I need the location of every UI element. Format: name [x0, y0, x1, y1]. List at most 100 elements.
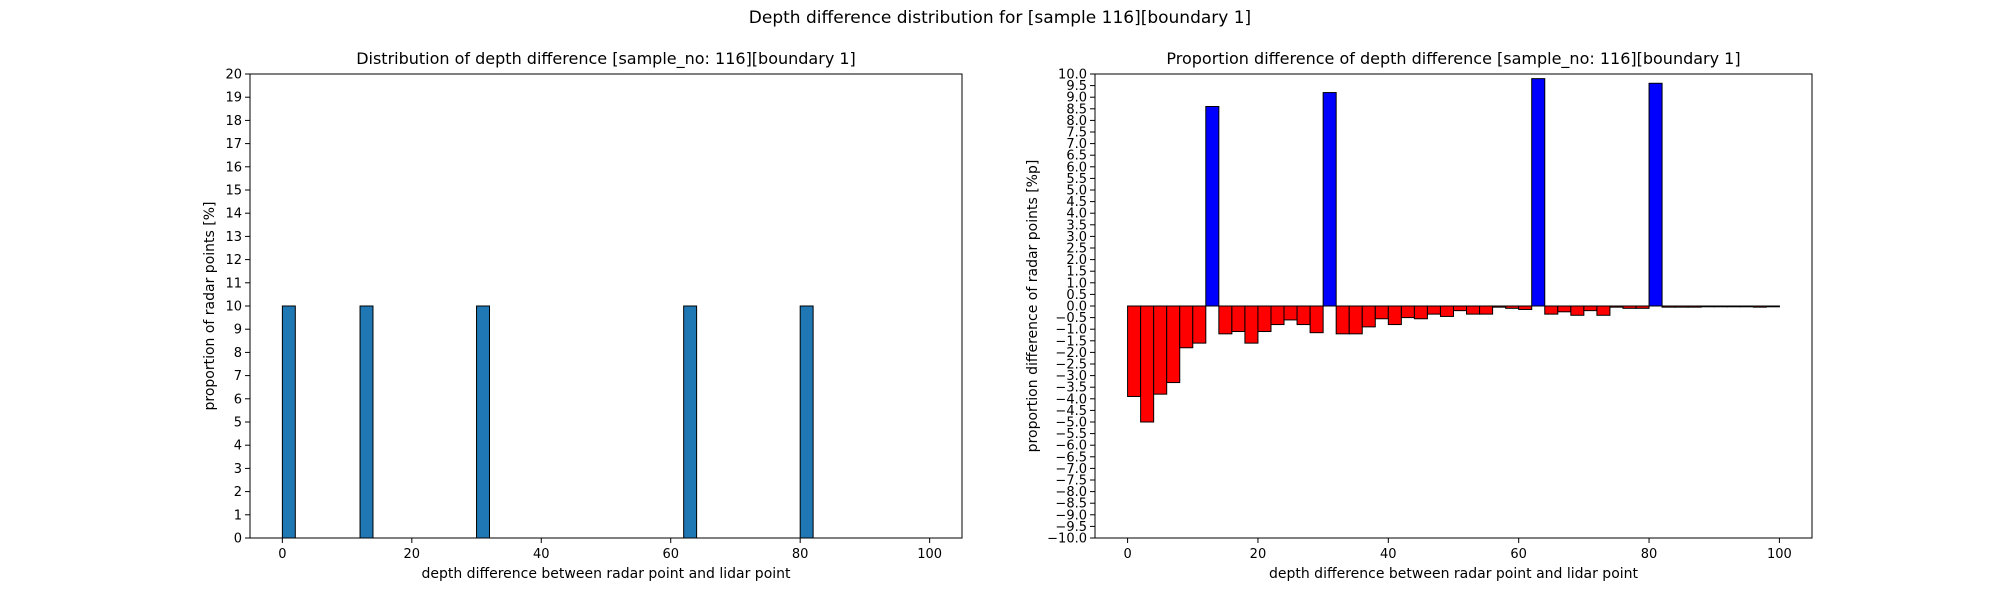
- chart-1: Distribution of depth difference [sample…: [202, 49, 963, 582]
- bar: [1153, 305, 1168, 395]
- bar: [1583, 305, 1598, 312]
- y-tick-label: −2.0: [1055, 346, 1087, 361]
- bar: [1531, 78, 1546, 307]
- y-tick-label: 11: [225, 276, 242, 291]
- y-tick-label: 0: [234, 532, 242, 547]
- bar: [1492, 305, 1507, 308]
- bar: [1661, 305, 1676, 308]
- bar: [1609, 305, 1624, 308]
- bar: [1570, 305, 1585, 316]
- x-tick-label: 60: [662, 547, 679, 562]
- bar: [281, 305, 296, 539]
- y-tick-label: 14: [225, 207, 242, 222]
- y-tick-label: −6.0: [1055, 439, 1087, 454]
- bar: [683, 305, 698, 539]
- bar: [1739, 305, 1754, 308]
- y-tick-label: −0.5: [1055, 311, 1087, 326]
- y-tick-label: 18: [225, 114, 242, 129]
- y-tick-label: 9: [234, 323, 242, 338]
- x-tick-label: 20: [1250, 547, 1267, 562]
- bar: [1687, 305, 1702, 308]
- x-tick-label: 80: [1641, 547, 1658, 562]
- y-tick-label: 7.0: [1066, 137, 1087, 152]
- x-tick-label: 40: [533, 547, 550, 562]
- bar: [1231, 305, 1246, 333]
- bar: [1348, 305, 1363, 335]
- bar: [1270, 305, 1285, 326]
- y-tick-label: 12: [225, 253, 242, 268]
- bar: [1322, 92, 1337, 307]
- chart-2: Proportion difference of depth differenc…: [1025, 49, 1813, 582]
- y-tick-label: 20: [225, 68, 242, 83]
- bar: [1361, 305, 1376, 328]
- bar: [1622, 305, 1637, 309]
- y-tick-label: −4.5: [1055, 404, 1087, 419]
- bar: [1505, 305, 1520, 309]
- bar: [1296, 305, 1311, 326]
- y-tick-label: −5.0: [1055, 416, 1087, 431]
- bar: [1466, 305, 1481, 315]
- y-axis-label: proportion difference of radar points [%…: [1025, 160, 1041, 453]
- bar: [359, 305, 374, 539]
- y-tick-label: 8.5: [1066, 102, 1087, 117]
- x-tick-label: 0: [278, 547, 286, 562]
- y-tick-label: 2.0: [1066, 253, 1087, 268]
- bar: [1648, 82, 1663, 307]
- y-tick-label: −7.0: [1055, 462, 1087, 477]
- y-tick-label: −8.0: [1055, 485, 1087, 500]
- y-tick-label: 10: [225, 300, 242, 315]
- bar: [1244, 305, 1259, 344]
- y-tick-label: 0.5: [1066, 288, 1087, 303]
- y-tick-label: 15: [225, 184, 242, 199]
- y-tick-label: 19: [225, 91, 242, 106]
- y-tick-label: 1: [234, 508, 242, 523]
- y-tick-label: 3: [234, 462, 242, 477]
- bar: [1387, 305, 1402, 326]
- bar: [1544, 305, 1559, 315]
- y-tick-label: 17: [225, 137, 242, 152]
- y-tick-label: 2.5: [1066, 242, 1087, 257]
- y-tick-label: 4.0: [1066, 207, 1087, 222]
- bar: [1726, 305, 1741, 308]
- y-tick-label: 8: [234, 346, 242, 361]
- bar: [1218, 305, 1233, 335]
- y-tick-label: 2: [234, 485, 242, 500]
- bar: [1374, 305, 1389, 320]
- y-tick-label: 6.0: [1066, 160, 1087, 175]
- y-tick-label: 7.5: [1066, 126, 1087, 141]
- bar: [1596, 305, 1611, 316]
- bar: [1283, 305, 1298, 321]
- y-tick-label: −6.5: [1055, 450, 1087, 465]
- bar: [1205, 105, 1220, 307]
- x-axis-label: depth difference between radar point and…: [421, 566, 791, 582]
- x-tick-label: 100: [1767, 547, 1792, 562]
- y-tick-label: −1.0: [1055, 323, 1087, 338]
- y-tick-label: 3.5: [1066, 218, 1087, 233]
- x-tick-label: 80: [792, 547, 809, 562]
- y-tick-label: −1.5: [1055, 334, 1087, 349]
- chart-title: Distribution of depth difference [sample…: [356, 49, 856, 69]
- y-tick-label: −9.0: [1055, 508, 1087, 523]
- bar: [1674, 305, 1689, 308]
- y-tick-label: 5.5: [1066, 172, 1087, 187]
- x-tick-label: 0: [1123, 547, 1131, 562]
- bar: [1453, 305, 1468, 312]
- bar: [1400, 305, 1415, 319]
- y-tick-label: −3.0: [1055, 369, 1087, 384]
- x-tick-label: 20: [404, 547, 421, 562]
- bar: [799, 305, 814, 539]
- y-tick-label: 16: [225, 160, 242, 175]
- y-tick-label: 8.0: [1066, 114, 1087, 129]
- y-tick-label: −4.0: [1055, 392, 1087, 407]
- bar: [1257, 305, 1272, 333]
- bar: [1192, 305, 1207, 344]
- bar: [1557, 305, 1572, 313]
- y-tick-label: −8.5: [1055, 497, 1087, 512]
- bar: [1140, 305, 1155, 423]
- x-axis-label: depth difference between radar point and…: [1269, 566, 1639, 582]
- figure-suptitle: Depth difference distribution for [sampl…: [748, 8, 1252, 28]
- bar: [1439, 305, 1454, 317]
- y-tick-label: 4.5: [1066, 195, 1087, 210]
- bar: [1700, 305, 1715, 308]
